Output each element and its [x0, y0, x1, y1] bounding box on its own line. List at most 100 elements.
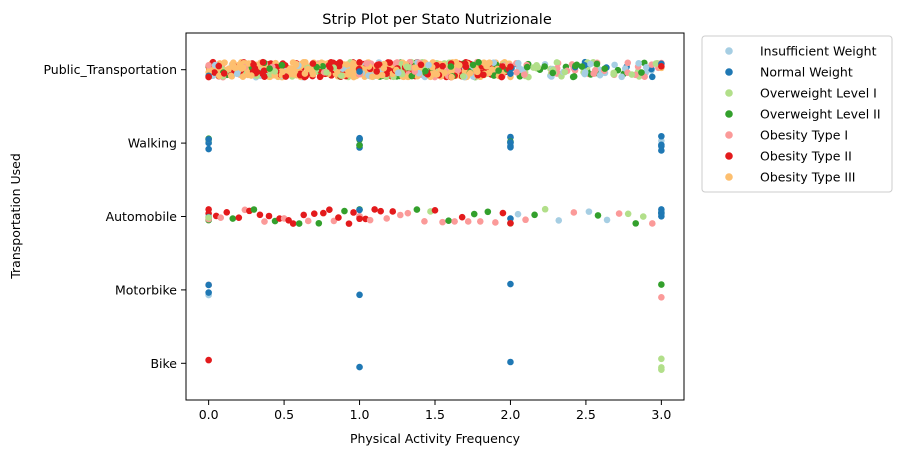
- data-point: [578, 63, 586, 70]
- x-tick-label: 1.5: [425, 407, 445, 422]
- data-point: [217, 214, 225, 221]
- data-point: [531, 211, 538, 219]
- data-point: [439, 218, 446, 226]
- data-point: [615, 210, 623, 217]
- x-tick-label: 2.0: [501, 407, 521, 422]
- data-point: [484, 208, 492, 216]
- data-point: [507, 219, 514, 227]
- data-point: [507, 215, 514, 222]
- data-point: [386, 59, 394, 66]
- data-point: [561, 68, 569, 76]
- data-point: [323, 69, 330, 76]
- legend-label: Normal Weight: [760, 65, 853, 80]
- data-point: [507, 144, 514, 151]
- data-point: [521, 71, 528, 78]
- data-point: [278, 61, 286, 69]
- x-axis-label: Physical Activity Frequency: [350, 431, 521, 446]
- data-point: [310, 210, 318, 217]
- data-point: [454, 66, 462, 74]
- x-tick-label: 0.0: [199, 407, 219, 422]
- data-point: [356, 206, 363, 214]
- data-point: [356, 68, 363, 75]
- data-points: [205, 58, 665, 373]
- data-point: [345, 220, 353, 227]
- data-point: [601, 65, 609, 72]
- data-point: [205, 206, 212, 213]
- data-point: [383, 215, 391, 222]
- data-point: [658, 63, 665, 70]
- x-tick-label: 3.0: [651, 407, 671, 422]
- data-point: [475, 58, 482, 66]
- data-point: [326, 206, 333, 214]
- data-point: [593, 60, 601, 68]
- data-point: [229, 61, 237, 69]
- data-point: [366, 216, 374, 224]
- data-point: [392, 60, 399, 67]
- data-point: [389, 208, 397, 215]
- y-axis-ticks: Public_Transportation Walking Automobile Mo…: [43, 62, 186, 371]
- data-point: [447, 63, 455, 70]
- data-point: [287, 65, 294, 72]
- data-point: [377, 207, 384, 215]
- data-point: [237, 63, 245, 70]
- data-point: [205, 281, 212, 289]
- data-point: [279, 68, 286, 76]
- data-point: [422, 67, 429, 75]
- data-point: [498, 73, 505, 81]
- data-point: [356, 59, 363, 66]
- data-point: [455, 61, 463, 69]
- legend: Insufficient Weight Normal Weight Overweig…: [701, 35, 893, 193]
- data-point: [330, 217, 338, 225]
- data-point: [350, 73, 358, 81]
- data-point: [658, 355, 665, 363]
- data-point: [445, 217, 452, 225]
- x-tick-label: 1.0: [350, 407, 370, 422]
- data-point: [205, 61, 212, 69]
- data-point: [345, 68, 352, 75]
- data-point: [205, 136, 212, 143]
- data-point: [265, 212, 273, 220]
- legend-marker: [725, 89, 733, 97]
- data-point: [458, 213, 466, 221]
- legend-label: Insufficient Weight: [760, 44, 877, 59]
- data-point: [522, 216, 529, 224]
- data-point: [205, 289, 212, 296]
- data-point: [632, 220, 640, 227]
- data-point: [378, 71, 386, 79]
- data-point: [499, 209, 507, 217]
- data-point: [215, 62, 223, 70]
- legend-marker: [725, 152, 733, 160]
- data-point: [486, 59, 493, 67]
- data-point: [261, 218, 268, 225]
- data-point: [350, 209, 357, 216]
- data-point: [476, 218, 484, 225]
- data-point: [570, 73, 578, 80]
- data-point: [541, 205, 549, 213]
- data-point: [304, 217, 312, 225]
- data-point: [373, 61, 381, 69]
- data-point: [223, 209, 231, 216]
- data-point: [507, 139, 514, 146]
- x-tick-label: 0.5: [274, 407, 294, 422]
- data-point: [648, 73, 656, 81]
- data-point: [514, 59, 522, 67]
- data-point: [587, 60, 594, 68]
- y-axis-label: Transportation Used: [8, 153, 23, 280]
- data-point: [448, 73, 455, 81]
- data-point: [603, 216, 611, 224]
- data-point: [638, 69, 645, 76]
- data-point: [658, 210, 665, 217]
- data-point: [469, 61, 477, 69]
- data-point: [205, 145, 212, 153]
- data-point: [459, 72, 467, 80]
- data-point: [421, 218, 428, 225]
- data-point: [335, 62, 343, 70]
- chart-title: Strip Plot per Stato Nutrizionale: [322, 12, 552, 28]
- legend-marker: [725, 131, 733, 139]
- data-point: [610, 69, 617, 77]
- data-point: [658, 281, 665, 288]
- data-point: [570, 209, 578, 216]
- data-point: [341, 207, 348, 215]
- data-point: [658, 141, 665, 149]
- data-point: [549, 69, 557, 77]
